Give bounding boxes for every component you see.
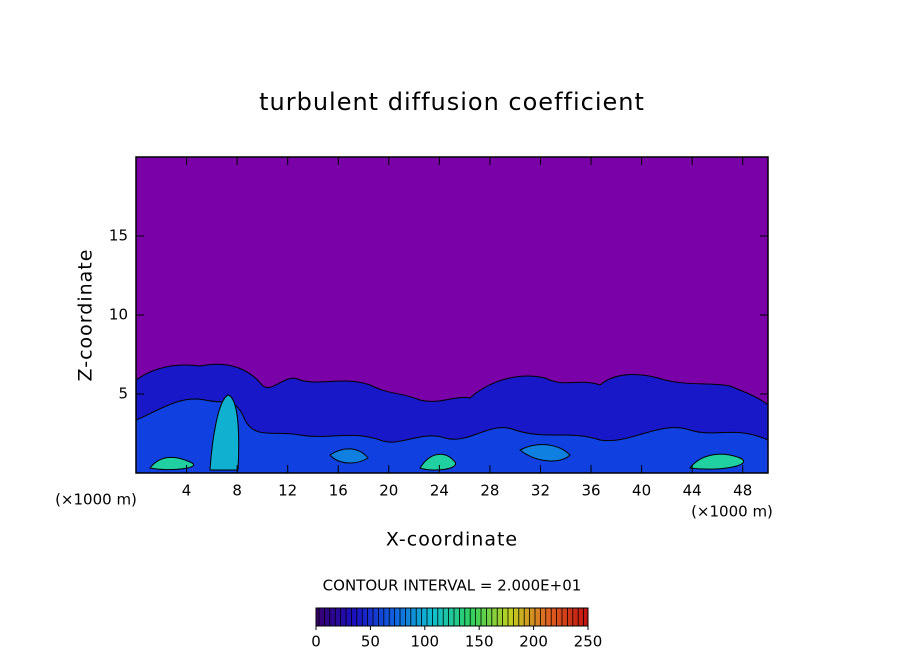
colorbar-contours [318, 608, 584, 626]
y-unit-label: (×1000 m) [55, 491, 137, 509]
x-axis-label: X-coordinate [386, 529, 518, 551]
x-tick-label: 12 [278, 482, 297, 500]
x-tick-label: 4 [182, 482, 192, 500]
x-tick-label: 20 [379, 482, 398, 500]
y-tick-label: 15 [109, 227, 128, 245]
colorbar-tick-label: 150 [465, 633, 494, 651]
x-tick-label: 16 [329, 482, 348, 500]
colorbar-tick-label: 250 [574, 633, 603, 651]
colorbar-tick-label: 100 [410, 633, 439, 651]
x-tick-label: 44 [683, 482, 702, 500]
x-tick-label: 8 [232, 482, 242, 500]
x-tick-label: 24 [430, 482, 449, 500]
turbulence-field [136, 363, 768, 473]
x-tick-label: 36 [581, 482, 600, 500]
contour-interval-label: CONTOUR INTERVAL = 2.000E+01 [323, 577, 582, 595]
x-tick-label: 32 [531, 482, 550, 500]
y-tick-label: 10 [109, 306, 128, 324]
colorbar-tick-label: 200 [519, 633, 548, 651]
x-tick-label: 40 [632, 482, 651, 500]
y-tick-label: 5 [118, 385, 128, 403]
x-tick-label: 48 [733, 482, 752, 500]
y-axis-label: Z-coordinate [75, 249, 97, 382]
x-unit-label: (×1000 m) [691, 503, 773, 521]
colorbar-tick-label: 0 [311, 633, 321, 651]
chart-title: turbulent diffusion coefficient [259, 88, 645, 116]
x-tick-label: 28 [480, 482, 499, 500]
colorbar-tick-label: 50 [361, 633, 380, 651]
